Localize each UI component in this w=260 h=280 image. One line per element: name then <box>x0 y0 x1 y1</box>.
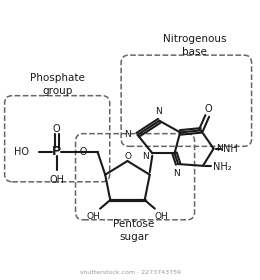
Text: HO: HO <box>14 147 29 157</box>
Text: N: N <box>125 130 131 139</box>
Text: OH: OH <box>154 212 168 221</box>
Text: O: O <box>53 123 60 134</box>
Text: O: O <box>205 104 212 114</box>
Text: Nitrogenous
base: Nitrogenous base <box>163 34 226 57</box>
Text: O: O <box>125 152 132 161</box>
Text: NH₂: NH₂ <box>213 162 231 172</box>
Text: N: N <box>142 153 148 162</box>
Text: N: N <box>216 144 223 153</box>
Text: OH: OH <box>49 175 64 185</box>
Text: P: P <box>52 145 61 158</box>
Text: N: N <box>173 169 180 178</box>
Text: OH: OH <box>87 212 100 221</box>
Text: NH: NH <box>223 144 238 154</box>
Text: Phosphate
group: Phosphate group <box>30 73 85 96</box>
Text: —O: —O <box>71 147 88 157</box>
Text: N: N <box>155 107 161 116</box>
Text: Pentose
sugar: Pentose sugar <box>113 219 154 242</box>
Text: shutterstock.com · 2273743759: shutterstock.com · 2273743759 <box>80 270 180 275</box>
